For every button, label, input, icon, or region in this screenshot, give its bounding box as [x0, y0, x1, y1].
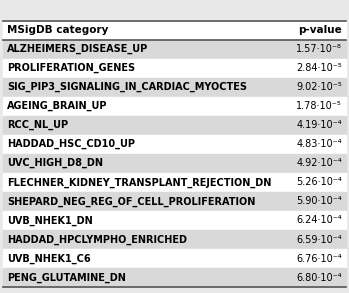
- Bar: [3, 78, 346, 97]
- Text: HADDAD_HPCLYMPHO_ENRICHED: HADDAD_HPCLYMPHO_ENRICHED: [7, 234, 187, 245]
- Text: 1.57·10⁻⁸: 1.57·10⁻⁸: [296, 44, 342, 54]
- Bar: [3, 230, 346, 249]
- Text: 6.76·10⁻⁴: 6.76·10⁻⁴: [296, 253, 342, 264]
- Text: 2.84·10⁻⁵: 2.84·10⁻⁵: [296, 63, 342, 73]
- Text: 9.02·10⁻⁵: 9.02·10⁻⁵: [296, 82, 342, 92]
- Bar: [3, 135, 346, 154]
- Bar: [3, 97, 346, 116]
- Text: SIG_PIP3_SIGNALING_IN_CARDIAC_MYOCTES: SIG_PIP3_SIGNALING_IN_CARDIAC_MYOCTES: [7, 82, 247, 92]
- Text: UVB_NHEK1_C6: UVB_NHEK1_C6: [7, 253, 91, 264]
- Text: UVC_HIGH_D8_DN: UVC_HIGH_D8_DN: [7, 158, 103, 168]
- Bar: [3, 192, 346, 211]
- Bar: [3, 154, 346, 173]
- Text: SHEPARD_NEG_REG_OF_CELL_PROLIFERATION: SHEPARD_NEG_REG_OF_CELL_PROLIFERATION: [7, 196, 255, 207]
- Text: PENG_GLUTAMINE_DN: PENG_GLUTAMINE_DN: [7, 272, 126, 283]
- Bar: [3, 59, 346, 78]
- Bar: [3, 116, 346, 135]
- Text: UVB_NHEK1_DN: UVB_NHEK1_DN: [7, 215, 93, 226]
- Text: 4.19·10⁻⁴: 4.19·10⁻⁴: [296, 120, 342, 130]
- Text: AGEING_BRAIN_UP: AGEING_BRAIN_UP: [7, 101, 107, 111]
- Text: 6.59·10⁻⁴: 6.59·10⁻⁴: [296, 234, 342, 245]
- Text: HADDAD_HSC_CD10_UP: HADDAD_HSC_CD10_UP: [7, 139, 135, 149]
- Text: 4.83·10⁻⁴: 4.83·10⁻⁴: [296, 139, 342, 149]
- Text: p-value: p-value: [298, 25, 342, 35]
- Text: 6.80·10⁻⁴: 6.80·10⁻⁴: [296, 272, 342, 283]
- Bar: [3, 21, 346, 40]
- Text: 1.78·10⁻⁵: 1.78·10⁻⁵: [296, 101, 342, 111]
- Text: PROLIFERATION_GENES: PROLIFERATION_GENES: [7, 63, 135, 73]
- Bar: [3, 173, 346, 192]
- Text: RCC_NL_UP: RCC_NL_UP: [7, 120, 68, 130]
- Text: 5.26·10⁻⁴: 5.26·10⁻⁴: [296, 177, 342, 188]
- Bar: [3, 211, 346, 230]
- Bar: [3, 249, 346, 268]
- Text: FLECHNER_KIDNEY_TRANSPLANT_REJECTION_DN: FLECHNER_KIDNEY_TRANSPLANT_REJECTION_DN: [7, 177, 272, 188]
- Text: ALZHEIMERS_DISEASE_UP: ALZHEIMERS_DISEASE_UP: [7, 44, 148, 54]
- Bar: [3, 40, 346, 59]
- Text: 4.92·10⁻⁴: 4.92·10⁻⁴: [296, 158, 342, 168]
- Text: 5.90·10⁻⁴: 5.90·10⁻⁴: [296, 196, 342, 207]
- Bar: [3, 268, 346, 287]
- Text: MSigDB category: MSigDB category: [7, 25, 108, 35]
- Text: 6.24·10⁻⁴: 6.24·10⁻⁴: [296, 215, 342, 226]
